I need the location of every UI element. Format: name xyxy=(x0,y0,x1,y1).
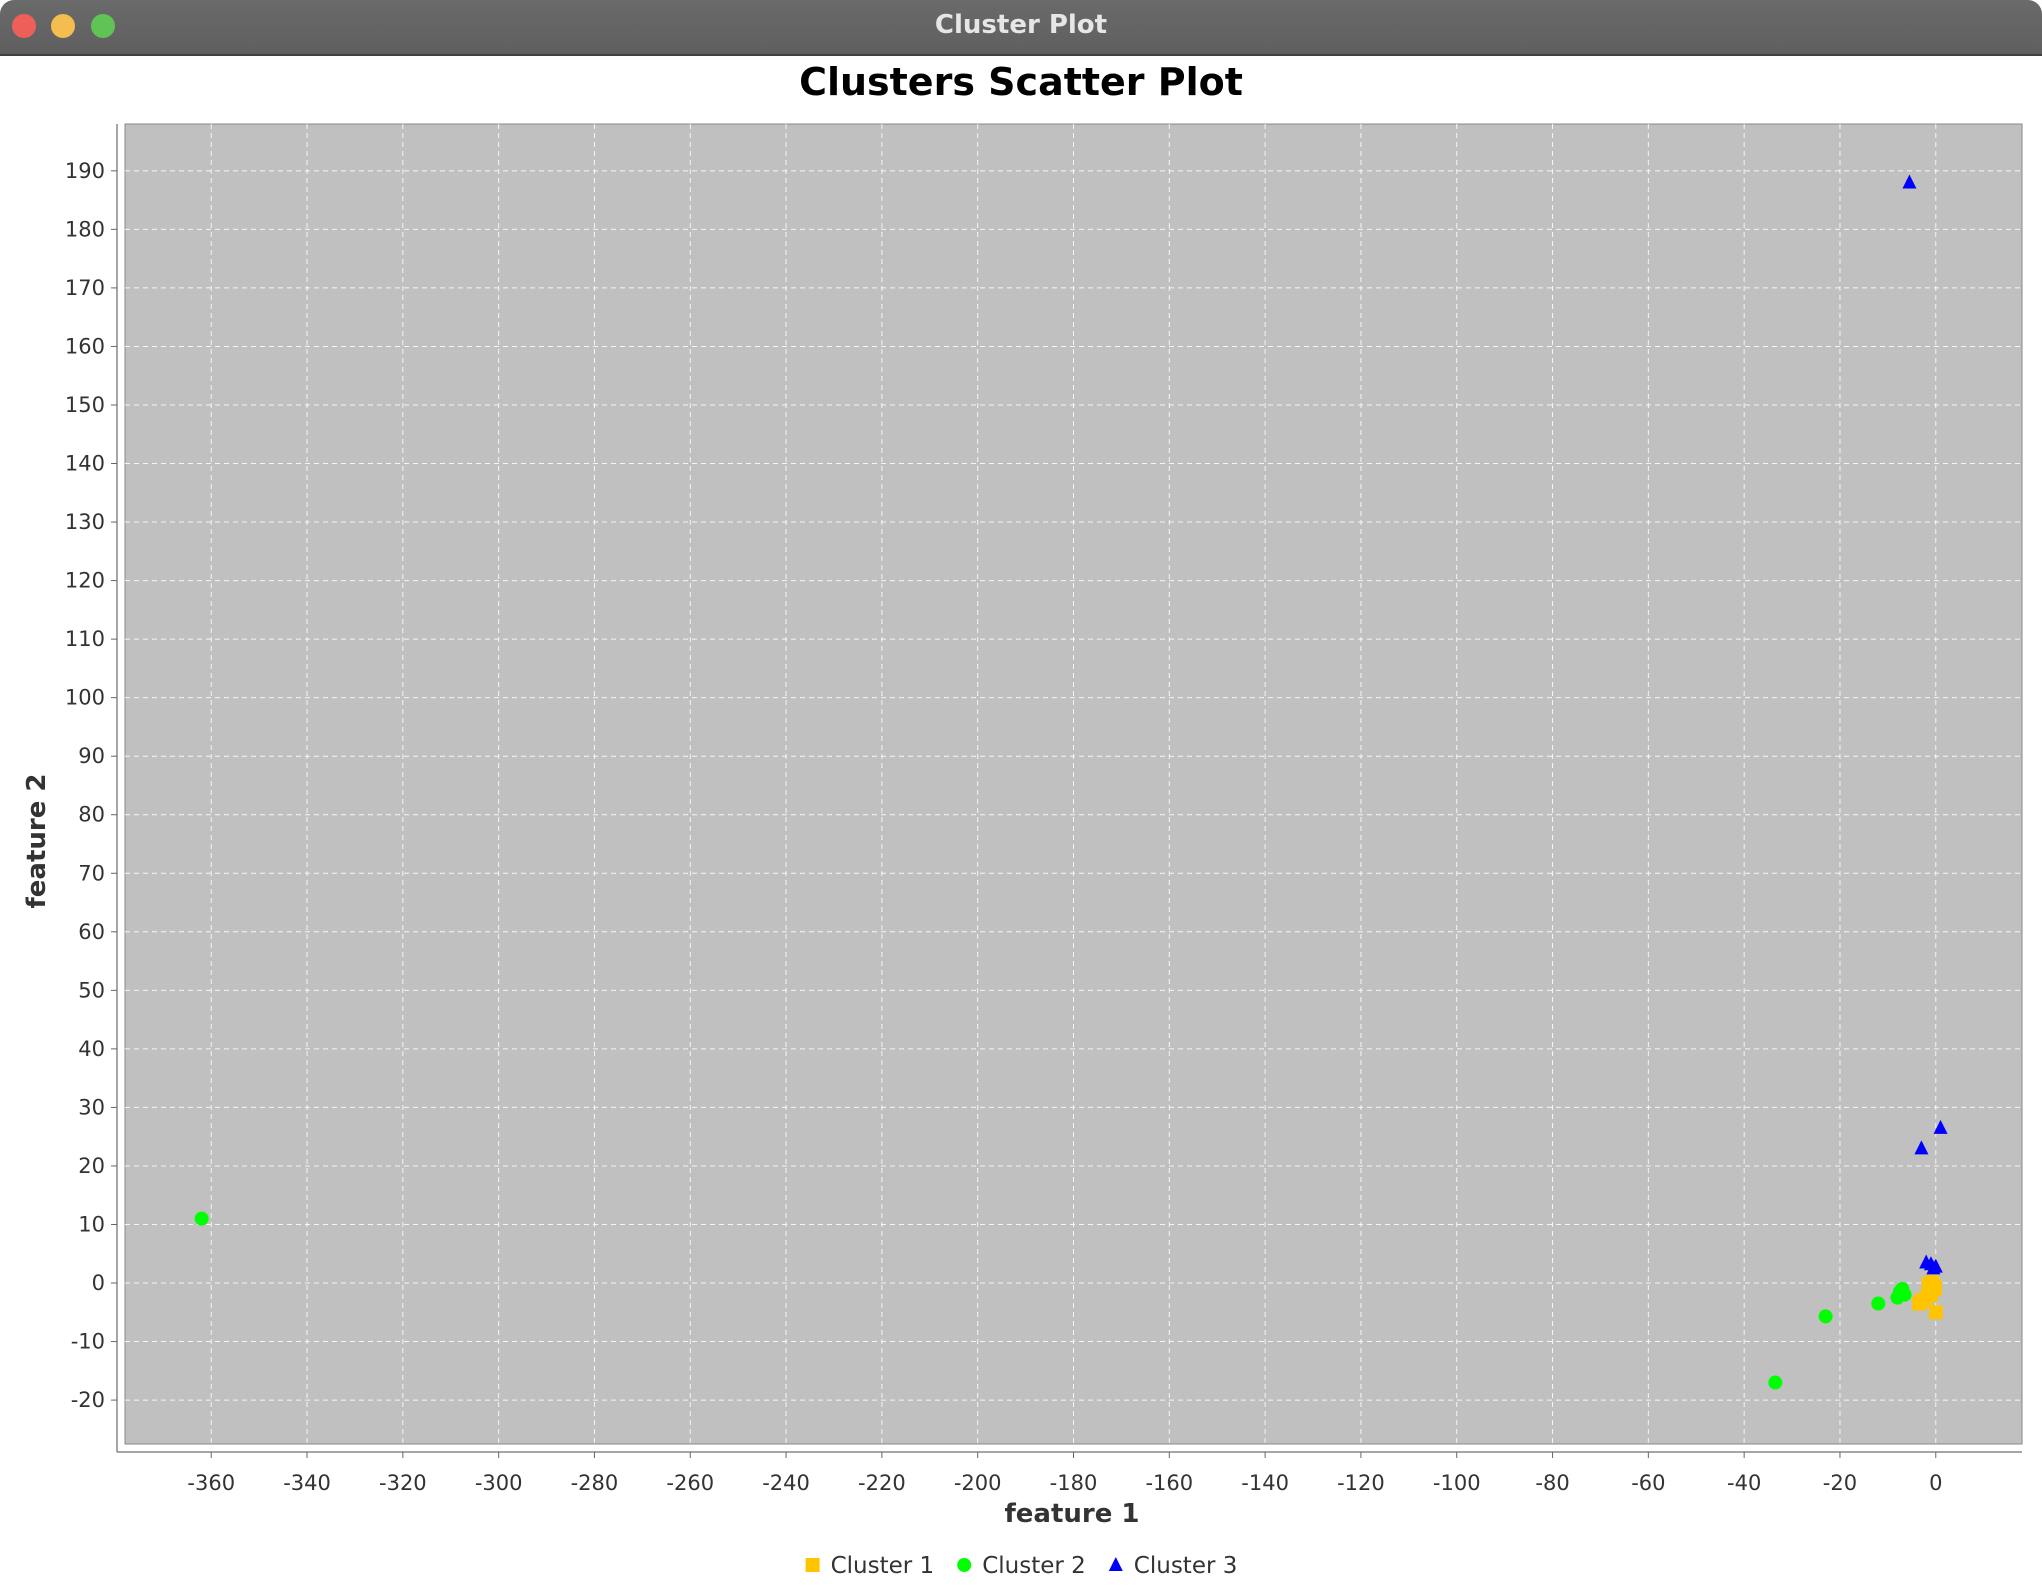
x-tick-label: 0 xyxy=(1929,1471,1942,1495)
y-tick-label: 150 xyxy=(65,393,105,417)
y-tick-label: -10 xyxy=(71,1330,105,1354)
title-bar[interactable]: Cluster Plot xyxy=(0,0,2042,56)
y-tick-label: 80 xyxy=(78,803,105,827)
y-tick-label: 20 xyxy=(78,1154,105,1178)
legend-marker xyxy=(805,1558,820,1572)
x-tick-label: -300 xyxy=(475,1471,523,1495)
x-tick-label: -220 xyxy=(858,1471,906,1495)
x-axis-label: feature 1 xyxy=(1004,1499,1139,1529)
legend-label: Cluster 2 xyxy=(982,1553,1086,1579)
y-tick-label: 170 xyxy=(65,276,105,300)
y-tick-label: 40 xyxy=(78,1037,105,1061)
cluster-2-point xyxy=(1768,1375,1783,1390)
cluster-3-point xyxy=(1902,174,1917,189)
y-tick-label: 120 xyxy=(65,569,105,593)
legend-label: Cluster 3 xyxy=(1134,1553,1238,1579)
x-tick-label: -200 xyxy=(954,1471,1002,1495)
cluster-3-point xyxy=(1928,1258,1943,1273)
x-tick-label: -80 xyxy=(1535,1471,1569,1495)
x-tick-label: -120 xyxy=(1337,1471,1385,1495)
y-tick-label: 90 xyxy=(78,744,105,768)
close-button[interactable] xyxy=(12,14,36,38)
y-tick-label: 190 xyxy=(65,159,105,183)
y-tick-label: 140 xyxy=(65,452,105,476)
cluster-3-point xyxy=(1914,1140,1929,1155)
y-axis-ticks: -20 -10 0 10 20 30 40 50 60 70 80 90 100 110 120 130 140… xyxy=(65,159,117,1412)
cluster-1-point xyxy=(1923,1287,1938,1302)
x-tick-label: -260 xyxy=(666,1471,714,1495)
x-tick-label: -320 xyxy=(379,1471,427,1495)
cluster-1-point xyxy=(1928,1305,1943,1320)
x-tick-label: -160 xyxy=(1145,1471,1193,1495)
y-tick-label: 30 xyxy=(78,1095,105,1119)
legend-label: Cluster 1 xyxy=(831,1553,935,1579)
x-tick-label: -40 xyxy=(1727,1471,1761,1495)
y-tick-label: 50 xyxy=(78,978,105,1002)
x-tick-label: -140 xyxy=(1241,1471,1289,1495)
x-tick-label: -100 xyxy=(1433,1471,1481,1495)
legend-marker xyxy=(1108,1556,1123,1571)
cluster-3-point xyxy=(1933,1119,1948,1134)
y-tick-label: 130 xyxy=(65,510,105,534)
y-tick-label: 10 xyxy=(78,1212,105,1236)
data-points xyxy=(194,174,1948,1390)
chart-title: Clusters Scatter Plot xyxy=(799,60,1243,104)
y-tick-label: 60 xyxy=(78,920,105,944)
y-tick-label: 110 xyxy=(65,627,105,651)
legend-item: Cluster 2 xyxy=(957,1553,1086,1579)
cluster-2-point xyxy=(1894,1286,1909,1301)
legend-item: Cluster 1 xyxy=(805,1553,935,1579)
x-tick-label: -20 xyxy=(1823,1471,1857,1495)
y-axis-label: feature 2 xyxy=(22,773,52,908)
x-tick-label: -360 xyxy=(187,1471,235,1495)
legend: Cluster 1 Cluster 2 Cluster 3 xyxy=(805,1553,1238,1579)
x-tick-label: -60 xyxy=(1631,1471,1665,1495)
axes xyxy=(116,124,2022,1453)
x-tick-label: -340 xyxy=(283,1471,331,1495)
maximize-button[interactable] xyxy=(91,14,115,38)
x-axis-ticks: -360 -340 -320 -300 -280 -260 -240 -220 -200 -180… xyxy=(187,1452,1942,1495)
grid-lines xyxy=(125,124,2022,1444)
window-title: Cluster Plot xyxy=(934,10,1108,40)
y-tick-label: 0 xyxy=(92,1271,105,1295)
cluster-1-point xyxy=(1912,1296,1927,1311)
x-tick-label: -280 xyxy=(571,1471,619,1495)
y-tick-label: -20 xyxy=(71,1388,105,1412)
scatter-chart: Clusters Scatter Plot -360 -340 -320 -300 -2… xyxy=(22,60,2023,1579)
legend-item: Cluster 3 xyxy=(1108,1553,1238,1579)
y-tick-label: 180 xyxy=(65,217,105,241)
legend-marker xyxy=(957,1558,972,1572)
y-tick-label: 100 xyxy=(65,686,105,710)
minimize-button[interactable] xyxy=(51,14,75,38)
y-tick-label: 160 xyxy=(65,334,105,358)
x-tick-label: -240 xyxy=(762,1471,810,1495)
x-tick-label: -180 xyxy=(1050,1471,1098,1495)
y-tick-label: 70 xyxy=(78,861,105,885)
cluster-2-point xyxy=(1871,1296,1886,1311)
cluster-2-point xyxy=(1818,1309,1833,1324)
cluster-2-point xyxy=(194,1211,209,1226)
